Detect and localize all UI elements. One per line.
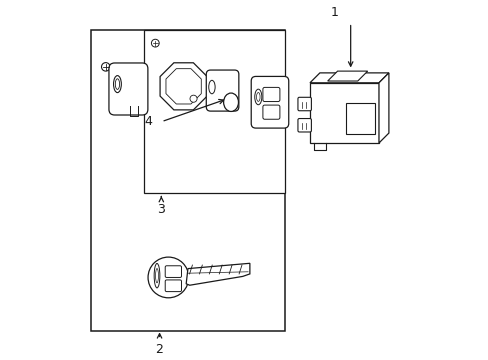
- Ellipse shape: [154, 264, 160, 288]
- Bar: [143, 30, 285, 193]
- FancyBboxPatch shape: [297, 118, 311, 132]
- Bar: [90, 30, 285, 330]
- Circle shape: [190, 95, 197, 102]
- FancyBboxPatch shape: [206, 70, 238, 111]
- Text: 3: 3: [157, 203, 165, 216]
- Ellipse shape: [208, 80, 215, 94]
- FancyBboxPatch shape: [165, 280, 181, 292]
- Polygon shape: [160, 63, 207, 110]
- Bar: [345, 103, 374, 134]
- FancyBboxPatch shape: [165, 266, 181, 278]
- Ellipse shape: [115, 79, 120, 89]
- Polygon shape: [186, 263, 249, 285]
- Ellipse shape: [256, 93, 260, 102]
- Circle shape: [102, 63, 110, 71]
- FancyBboxPatch shape: [109, 63, 147, 115]
- Ellipse shape: [113, 76, 121, 93]
- Circle shape: [151, 39, 159, 47]
- Ellipse shape: [155, 269, 158, 283]
- Polygon shape: [309, 73, 388, 83]
- Ellipse shape: [254, 89, 261, 105]
- Polygon shape: [165, 69, 201, 104]
- Text: 4: 4: [144, 115, 152, 128]
- FancyBboxPatch shape: [263, 105, 279, 119]
- Text: 1: 1: [330, 6, 338, 19]
- Bar: [309, 83, 378, 143]
- FancyBboxPatch shape: [263, 87, 279, 102]
- FancyBboxPatch shape: [251, 76, 288, 128]
- Text: 2: 2: [155, 343, 163, 356]
- Polygon shape: [378, 73, 388, 143]
- Ellipse shape: [223, 93, 238, 112]
- Polygon shape: [327, 71, 367, 81]
- FancyBboxPatch shape: [297, 97, 311, 111]
- Ellipse shape: [148, 257, 188, 298]
